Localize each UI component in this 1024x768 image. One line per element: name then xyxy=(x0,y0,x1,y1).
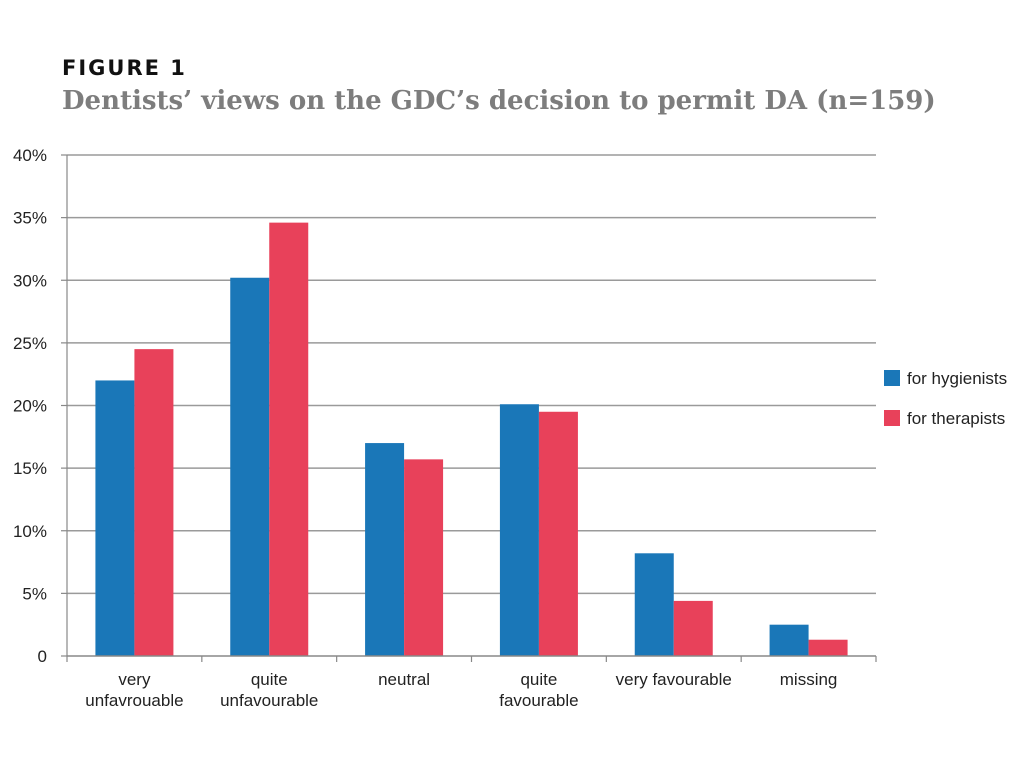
x-axis-labels: very unfavrouable quite unfavourable neutral… xyxy=(85,670,837,710)
category-label: neutral xyxy=(378,670,430,689)
bar xyxy=(538,411,578,656)
bar xyxy=(808,639,848,656)
y-tick-label: 30% xyxy=(13,271,47,290)
y-tick-label: 40% xyxy=(13,146,47,165)
bar xyxy=(95,380,135,656)
bar xyxy=(404,459,444,656)
bar xyxy=(134,349,174,656)
bars xyxy=(95,222,848,656)
y-tick-label: 20% xyxy=(13,397,47,416)
y-tick-label: 5% xyxy=(22,584,47,603)
figure-label: FIGURE 1 xyxy=(62,56,187,80)
y-axis-ticks: 0 5% 10% 15% 20% 25% 30% 35% 40% xyxy=(13,146,67,666)
y-tick-label: 15% xyxy=(13,459,47,478)
legend-swatch xyxy=(884,370,900,386)
bar xyxy=(673,600,713,656)
y-tick-label: 0 xyxy=(38,647,47,666)
bar xyxy=(769,624,809,656)
legend: for hygienists for therapists xyxy=(884,369,1007,428)
y-tick-label: 10% xyxy=(13,522,47,541)
bar xyxy=(365,443,405,656)
y-tick-label: 35% xyxy=(13,209,47,228)
x-axis xyxy=(66,155,877,662)
bar xyxy=(230,277,270,656)
y-tick-label: 25% xyxy=(13,334,47,353)
category-label: quite unfavourable xyxy=(220,670,318,710)
category-label: very favourable xyxy=(616,670,732,689)
category-label: quite favourable xyxy=(499,670,578,710)
category-label: missing xyxy=(780,670,838,689)
bar xyxy=(499,404,539,656)
category-label: very unfavrouable xyxy=(85,670,183,710)
legend-swatch xyxy=(884,410,900,426)
chart-title: Dentists’ views on the GDC’s decision to… xyxy=(62,86,936,116)
legend-label: for hygienists xyxy=(907,369,1007,388)
gridlines xyxy=(67,154,876,595)
legend-label: for therapists xyxy=(907,409,1005,428)
bar xyxy=(634,553,674,656)
bar xyxy=(269,222,309,656)
